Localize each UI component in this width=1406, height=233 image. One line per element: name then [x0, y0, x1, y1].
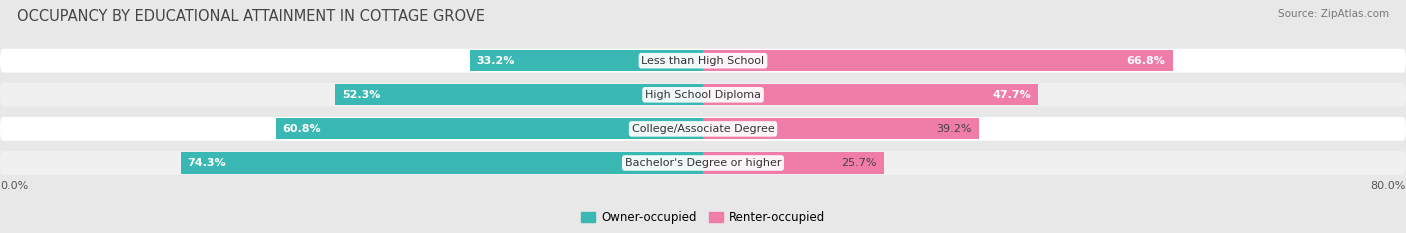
FancyBboxPatch shape	[0, 117, 1406, 141]
Text: Less than High School: Less than High School	[641, 56, 765, 66]
Bar	[335, 84, 703, 105]
Text: High School Diploma: High School Diploma	[645, 90, 761, 100]
FancyBboxPatch shape	[0, 151, 1406, 175]
Text: 80.0%: 80.0%	[1371, 182, 1406, 191]
Bar	[181, 152, 703, 174]
Text: OCCUPANCY BY EDUCATIONAL ATTAINMENT IN COTTAGE GROVE: OCCUPANCY BY EDUCATIONAL ATTAINMENT IN C…	[17, 9, 485, 24]
FancyBboxPatch shape	[0, 83, 1406, 107]
Text: College/Associate Degree: College/Associate Degree	[631, 124, 775, 134]
Text: 74.3%: 74.3%	[188, 158, 226, 168]
Bar	[276, 118, 703, 140]
Text: 52.3%: 52.3%	[342, 90, 381, 100]
Text: 39.2%: 39.2%	[936, 124, 972, 134]
Bar	[703, 152, 884, 174]
FancyBboxPatch shape	[0, 49, 1406, 73]
Bar	[470, 50, 703, 71]
Text: 66.8%: 66.8%	[1126, 56, 1166, 66]
Bar	[703, 84, 1038, 105]
Text: Source: ZipAtlas.com: Source: ZipAtlas.com	[1278, 9, 1389, 19]
Bar	[703, 50, 1173, 71]
Text: 60.8%: 60.8%	[283, 124, 321, 134]
Text: 25.7%: 25.7%	[841, 158, 877, 168]
Text: Bachelor's Degree or higher: Bachelor's Degree or higher	[624, 158, 782, 168]
Legend: Owner-occupied, Renter-occupied: Owner-occupied, Renter-occupied	[576, 206, 830, 229]
Text: 47.7%: 47.7%	[993, 90, 1032, 100]
Text: 0.0%: 0.0%	[0, 182, 28, 191]
Bar	[703, 118, 979, 140]
Text: 33.2%: 33.2%	[477, 56, 515, 66]
